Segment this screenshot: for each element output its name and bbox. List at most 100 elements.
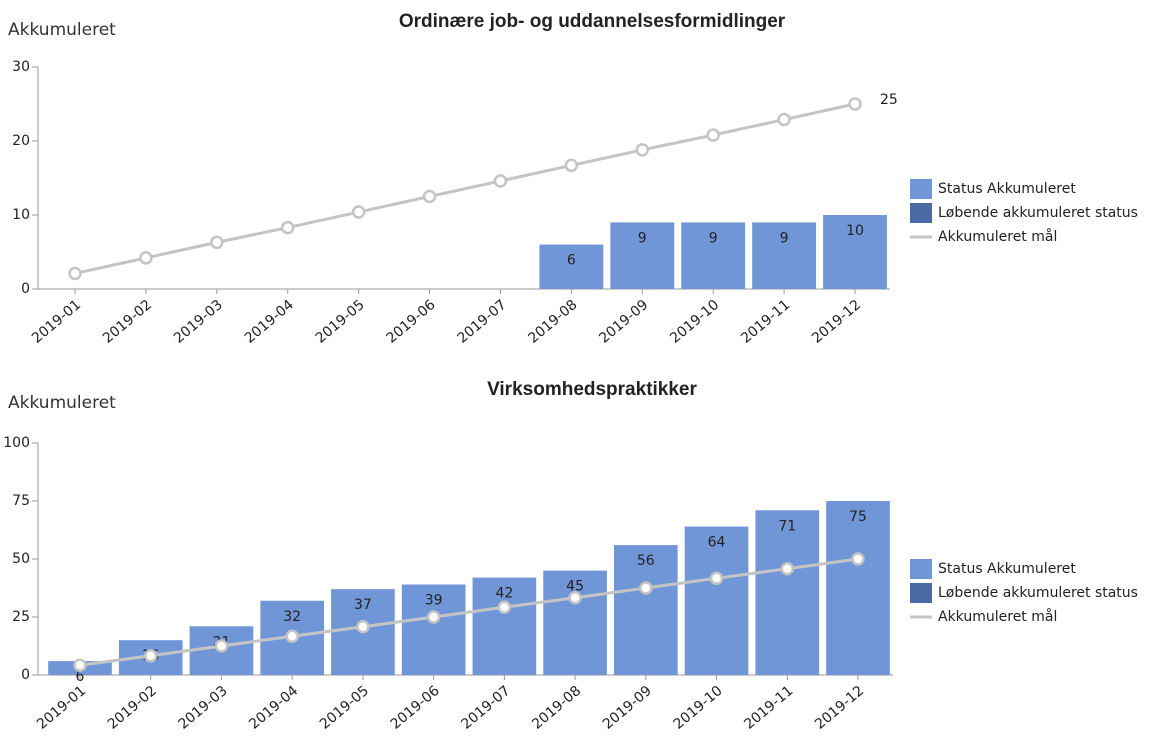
data-label: 6 — [567, 253, 576, 269]
target-marker — [422, 189, 437, 204]
x-tick-label: 2019-04 — [242, 297, 297, 347]
target-marker — [285, 629, 299, 644]
x-tick-label: 2019-05 — [313, 297, 368, 347]
target-marker — [635, 143, 650, 157]
x-tick-label: 2019-11 — [741, 683, 796, 733]
bar — [610, 222, 675, 289]
data-label: 39 — [425, 593, 443, 609]
x-tick-label: 2019-08 — [525, 297, 580, 347]
x-tick-label: 2019-11 — [738, 297, 793, 347]
target-marker — [780, 561, 795, 576]
x-tick-label: 2019-12 — [812, 683, 867, 733]
x-tick-label: 2019-12 — [809, 297, 864, 347]
target-marker — [139, 251, 153, 265]
data-label: 9 — [638, 230, 647, 246]
bar — [613, 545, 678, 675]
target-marker — [848, 97, 862, 111]
legend-label: Løbende akkumuleret status — [938, 205, 1138, 221]
y-tick-label: 20 — [12, 133, 30, 149]
bar — [755, 510, 820, 675]
legend-swatch — [910, 583, 932, 603]
y-tick-label: 75 — [12, 493, 30, 509]
target-marker — [706, 128, 720, 142]
target-marker — [564, 158, 579, 173]
x-tick-label: 2019-06 — [384, 297, 439, 347]
x-tick-label: 2019-10 — [671, 683, 726, 733]
bar — [472, 577, 537, 675]
bar — [826, 501, 890, 675]
target-line — [79, 557, 859, 667]
target-line — [74, 102, 856, 275]
data-label: 42 — [495, 586, 513, 602]
data-label: 32 — [283, 609, 301, 625]
target-marker — [356, 619, 370, 634]
target-marker — [426, 610, 441, 624]
data-label: 10 — [846, 223, 864, 239]
target-marker — [777, 112, 791, 127]
target-marker — [493, 174, 508, 188]
bar — [539, 244, 604, 289]
x-tick-label: 2019-03 — [171, 297, 226, 347]
x-tick-label: 2019-02 — [105, 683, 160, 733]
target-marker — [68, 266, 82, 281]
legend-swatch — [910, 179, 932, 199]
legend-label: Status Akkumuleret — [938, 561, 1076, 577]
x-tick-label: 2019-05 — [317, 683, 372, 733]
target-marker — [143, 648, 158, 663]
x-tick-label: 2019-09 — [600, 683, 655, 733]
x-tick-label: 2019-07 — [454, 297, 509, 347]
x-tick-label: 2019-10 — [667, 297, 722, 347]
bar — [401, 584, 466, 675]
chart-title: Virksomhedspraktikker — [487, 379, 697, 400]
target-marker — [568, 590, 582, 605]
y-axis-label: Akkumuleret — [8, 20, 116, 40]
legend-label: Status Akkumuleret — [938, 181, 1076, 197]
target-marker — [73, 658, 87, 673]
target-marker — [210, 235, 224, 250]
legend-swatch — [910, 559, 932, 579]
data-label: 9 — [709, 230, 718, 246]
data-label: 71 — [778, 518, 796, 534]
y-tick-label: 30 — [12, 59, 30, 75]
data-label: 6 — [76, 669, 85, 685]
legend-label: Akkumuleret mål — [938, 228, 1057, 245]
x-tick-label: 2019-01 — [29, 297, 84, 347]
legend-swatch — [910, 203, 932, 223]
y-tick-label: 50 — [12, 551, 30, 567]
x-tick-label: 2019-04 — [246, 683, 301, 733]
data-label: 56 — [637, 553, 655, 569]
x-tick-label: 2019-02 — [100, 297, 155, 347]
data-label: 37 — [354, 597, 372, 613]
target-marker — [351, 205, 366, 219]
y-tick-label: 25 — [12, 609, 30, 625]
bar — [681, 222, 746, 289]
data-label: 45 — [566, 579, 584, 595]
y-axis-label: Akkumuleret — [8, 393, 116, 413]
target-marker — [497, 600, 512, 615]
bar — [684, 526, 749, 675]
bar — [823, 215, 887, 289]
x-tick-label: 2019-07 — [458, 683, 513, 733]
bar — [752, 222, 816, 289]
data-label: 64 — [708, 535, 726, 551]
y-tick-label: 10 — [12, 207, 30, 223]
data-label: 9 — [780, 230, 789, 246]
x-tick-label: 2019-01 — [34, 683, 89, 733]
target-marker — [214, 639, 229, 653]
bar — [543, 570, 607, 675]
x-tick-label: 2019-03 — [175, 683, 230, 733]
target-marker — [280, 220, 295, 235]
data-label: 75 — [849, 509, 867, 525]
y-tick-label: 100 — [3, 435, 30, 451]
y-tick-label: 0 — [21, 667, 30, 683]
target-marker — [709, 571, 724, 586]
y-tick-label: 0 — [21, 281, 30, 297]
target-marker — [851, 552, 865, 566]
chart-title: Ordinære job- og uddannelsesformidlinger — [399, 11, 786, 32]
legend-label: Akkumuleret mål — [938, 608, 1057, 625]
x-tick-label: 2019-09 — [596, 297, 651, 347]
x-tick-label: 2019-06 — [388, 683, 443, 733]
target-marker — [639, 581, 653, 595]
x-tick-label: 2019-08 — [529, 683, 584, 733]
